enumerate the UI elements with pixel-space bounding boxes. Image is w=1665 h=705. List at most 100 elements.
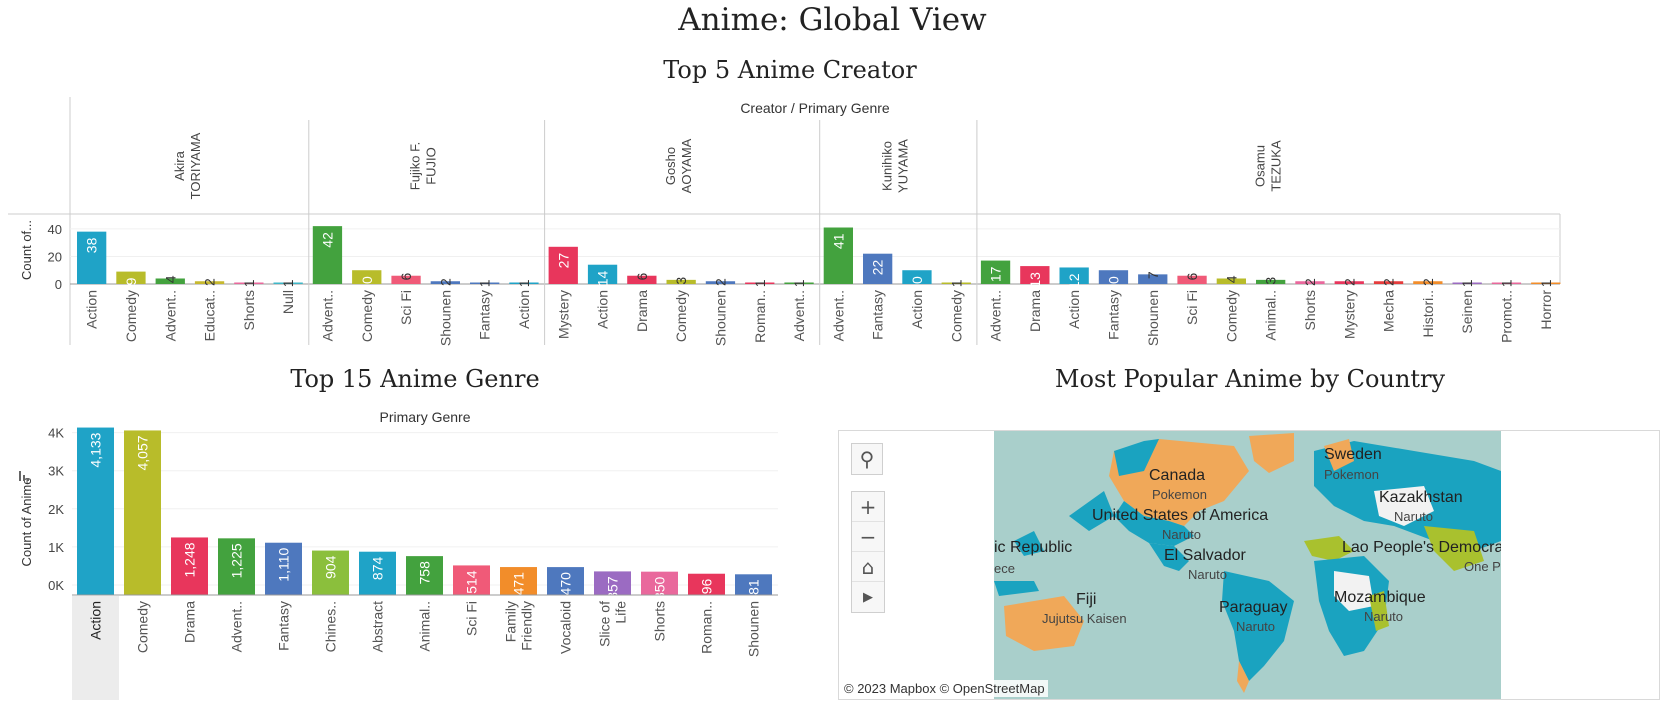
bar [1491,282,1522,284]
bar [1373,281,1404,284]
map-attribution[interactable]: © 2023 Mapbox © OpenStreetMap [841,680,1048,697]
bar [218,538,255,595]
bar-category-label: Comedy [1223,290,1239,342]
zoom-out-icon[interactable]: − [852,522,884,552]
map-anime-label: Pokemon [1152,487,1207,502]
bar-value-label: 2 [1420,278,1436,286]
bar [863,253,893,284]
search-icon[interactable]: ⚲ [851,443,883,475]
bar [705,281,736,284]
map-anime-label: Naruto [1364,609,1404,624]
map-anime-label: ece [994,561,1015,576]
axis-sort-icon[interactable] [18,470,30,482]
bar-value-label: 17 [988,266,1004,282]
map-country-label: Lao People's Democrat [1342,539,1501,556]
bar-category-label: Advent.. [988,290,1004,341]
bar-value-label: 1,225 [229,543,245,578]
bar [470,282,500,284]
creators-chart-heading: Top 5 Anime Creator [663,56,917,84]
bar-value-label: 1 [1498,279,1514,287]
map-anime-label: One P [1464,559,1501,574]
bar-category-label: Action [88,601,104,640]
top-genre-chart[interactable]: Primary Genre Count of Anime 0K 1K 2K 3K 4K 4,1… [0,0,830,705]
bar-category-label: Family [503,601,519,642]
bar [641,571,678,595]
world-map[interactable]: Canada Pokemon United States of America … [994,431,1501,699]
y-tick-label: 3K [48,464,64,479]
bar [453,565,490,595]
bar [430,281,460,284]
home-icon[interactable]: ⌂ [852,552,884,582]
bar-category-label: Drama [182,601,198,643]
bar-value-label: 22 [870,259,886,275]
zoom-in-icon[interactable]: + [852,492,884,522]
bar [902,270,932,284]
bar-category-label: Comedy [948,290,964,342]
bar [548,246,578,284]
y-tick-label: 20 [48,249,62,264]
bar-category-label: Chines.. [323,601,339,652]
bar [194,281,225,284]
bar-category-label: Life [613,601,629,624]
map-country-label: Fiji [1076,591,1097,608]
bar [587,264,618,284]
bar-category-label: Action [84,290,100,329]
bar [688,573,725,595]
bar-value-label: 296 [699,579,715,603]
bar [155,278,185,284]
map-country-label: Kazakhstan [1379,489,1463,506]
play-icon[interactable]: ▶ [852,582,884,612]
bar-value-label: 1 [1459,279,1475,287]
genre-chart-heading: Top 15 Anime Genre [290,365,540,393]
bar-value-label: 27 [555,253,571,269]
bar [391,275,421,284]
bar [547,567,584,595]
bar-value-label: 4 [162,275,178,283]
bar-category-label: Sci Fi [398,290,414,325]
bar-value-label: 6 [634,273,650,281]
map-country-label: Canada [1149,467,1206,484]
bar-category-label: Animal.. [417,601,433,652]
bar [735,574,772,595]
bar-category-label: Fantasy [870,290,886,340]
bar-value-label: 10 [909,276,925,292]
bar-category-label: Null [280,290,296,314]
bar-category-label: Fantasy [276,601,292,651]
bar-value-label: 357 [605,576,621,600]
bar [1177,275,1207,284]
bar-category-label: Shorts [1302,290,1318,330]
map-anime-label: Naruto [1162,527,1202,542]
y-tick-label: 4K [48,426,64,441]
bar [666,279,696,284]
bar-value-label: 2 [1381,278,1397,286]
bar-value-label: 514 [464,570,480,594]
map-panel[interactable]: ⚲ + − ⌂ ▶ [838,430,1660,700]
creator-name-label: AOYAMA [679,138,694,193]
bar-value-label: 2 [1341,278,1357,286]
bar-category-label: Horror [1538,290,1554,330]
bar-category-label: Fantasy [477,290,493,340]
map-country-label: United States of America [1092,507,1269,524]
bar [1452,282,1482,284]
creator-name-label: FUJIO [424,147,439,185]
bar-category-label: Sci Fi [464,601,480,636]
creator-name-label: Akira [172,150,187,180]
map-country-label: El Salvador [1164,547,1246,564]
bar-value-label: 1 [241,279,257,287]
bar-value-label: 7 [1145,271,1161,279]
bar [234,282,264,284]
bar-value-label: 2 [712,278,728,286]
bar-category-label: Histori.. [1420,290,1436,337]
bar-value-label: 42 [319,232,335,248]
bar-value-label: 12 [1066,273,1082,289]
bar-value-label: 38 [84,237,100,253]
bar-category-label: Seinen [1459,290,1475,334]
bar-value-label: 1 [791,279,807,287]
y-tick-label: 2K [48,502,64,517]
bar-category-label: Sci Fi [1184,290,1200,325]
bar-value-label: 1 [1538,279,1554,287]
bar-category-label: Advent.. [830,290,846,341]
bar-value-label: 13 [1027,272,1043,288]
bar-category-label: Advent.. [319,290,335,341]
creator-genre-chart[interactable]: Creator / Primary Genre Count of... 0 20 40 A… [0,0,1665,370]
